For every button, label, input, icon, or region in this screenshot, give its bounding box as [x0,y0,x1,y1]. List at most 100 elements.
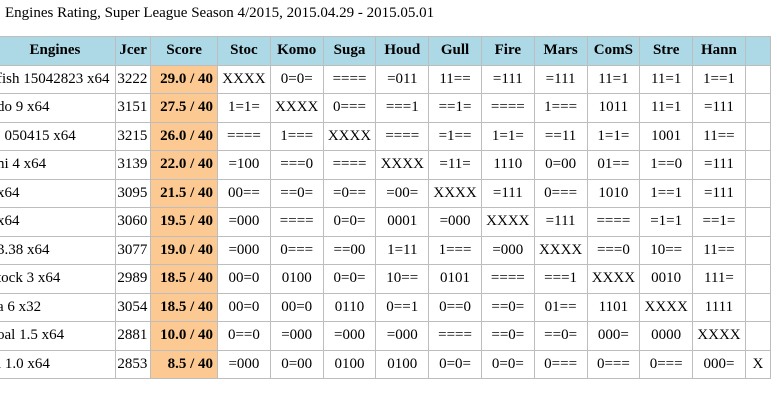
column-header: Fire [480,36,535,66]
result-cell: =111 [533,64,588,94]
result-cell [744,235,772,265]
result-cell: ===0 [586,235,641,265]
result-cell: =0== [322,178,377,208]
column-header [744,36,772,66]
result-cell: 0=== [533,349,588,379]
column-header: Engines [0,36,116,66]
result-cell: 0100 [269,264,324,294]
column-header: Stoc [217,36,271,66]
result-cell: 00=0 [217,264,271,294]
result-cell: 1111 [692,292,746,322]
result-cell: ==1= [428,93,482,123]
result-cell: =000 [480,235,535,265]
table-row: 3.38 x64 3077 19.0 / 40 =000 0=== ==00 1=11 1==… [0,235,772,265]
rating-table: Engines Jcer Score Stoc Komo Suga Houd Gull Fire… [0,36,772,379]
score-cell: 19.0 / 40 [150,235,219,265]
result-cell: =000 [217,349,271,379]
result-cell [744,150,772,180]
result-cell: =100 [217,150,271,180]
result-cell: 0110 [322,292,377,322]
column-header: Jcer [114,36,152,66]
result-cell: =000 [217,207,271,237]
result-cell: =111 [480,64,535,94]
score-cell: 18.5 / 40 [150,264,219,294]
jcer-rating: 3095 [114,178,152,208]
result-cell: 111= [692,264,746,294]
result-cell: 1=1= [480,121,535,151]
table-row: i 1.0 x64 2853 8.5 / 40 =000 0=00 0100 0100 0=0… [0,349,772,379]
result-cell: 0==1 [375,292,430,322]
score-cell: 8.5 / 40 [150,349,219,379]
result-cell: ==1= [692,207,746,237]
column-header: Houd [375,36,430,66]
result-cell: 0=0= [269,64,324,94]
result-cell: =000 [428,207,482,237]
result-cell: =000 [322,321,377,351]
result-cell: 11== [692,235,746,265]
result-cell: XXXX [586,264,641,294]
score-cell: 21.5 / 40 [150,178,219,208]
result-cell: 11=1 [639,64,694,94]
score-cell: 10.0 / 40 [150,321,219,351]
result-cell: XXXX [217,64,271,94]
result-cell: 00=0 [269,292,324,322]
engine-name: a 6 x32 [0,292,116,322]
result-cell: 0=== [322,93,377,123]
result-cell: ==== [480,264,535,294]
jcer-rating: 3222 [114,64,152,94]
result-cell: XXXX [692,321,746,351]
page-title: Engines Rating, Super League Season 4/20… [5,5,435,21]
jcer-rating: 3151 [114,93,152,123]
result-cell: ===0 [269,150,324,180]
result-cell [744,93,772,123]
engine-name: x64 [0,178,116,208]
column-header: Gull [428,36,482,66]
result-cell: =000 [375,321,430,351]
result-cell: 1=== [428,235,482,265]
result-cell: =000 [217,235,271,265]
jcer-rating: 3139 [114,150,152,180]
result-cell: ==== [480,93,535,123]
engine-name: i 1.0 x64 [0,349,116,379]
result-cell: X [744,349,772,379]
result-cell: ===1 [533,264,588,294]
jcer-rating: 3077 [114,235,152,265]
result-cell: ==0= [480,321,535,351]
jcer-rating: 3060 [114,207,152,237]
table-row: oal 1.5 x64 2881 10.0 / 40 0==0 =000 =000 =000… [0,321,772,351]
result-cell: 11=1 [639,93,694,123]
result-cell: =111 [533,207,588,237]
result-cell: 0=00 [269,349,324,379]
result-cell: ==== [375,121,430,151]
result-cell: ==== [217,121,271,151]
result-cell: XXXX [322,121,377,151]
result-cell: 000= [692,349,746,379]
column-header: Suga [322,36,377,66]
jcer-rating: 3215 [114,121,152,151]
jcer-rating: 3054 [114,292,152,322]
result-cell: 01== [586,150,641,180]
engine-name: tock 3 x64 [0,264,116,294]
result-cell: 0=00 [533,150,588,180]
result-cell [744,264,772,294]
result-cell: 1001 [639,121,694,151]
engine-name: fish 15042823 x64 [0,64,116,94]
column-header: Komo [269,36,324,66]
result-cell: 11=1 [586,64,641,94]
engine-name: do 9 x64 [0,93,116,123]
result-cell: XXXX [375,150,430,180]
result-cell: XXXX [428,178,482,208]
result-cell: =000 [269,321,324,351]
table-header: Engines Jcer Score Stoc Komo Suga Houd Gull Fire… [0,36,772,66]
table-row: a 6 x32 3054 18.5 / 40 00=0 00=0 0110 0==1 0==0… [0,292,772,322]
result-cell: XXXX [639,292,694,322]
score-cell: 19.5 / 40 [150,207,219,237]
result-cell: =111 [480,178,535,208]
result-cell: =11= [428,150,482,180]
result-cell: 00=0 [217,292,271,322]
result-cell: =00= [375,178,430,208]
engine-name: x64 [0,207,116,237]
result-cell: =111 [692,178,746,208]
result-cell: 0=== [533,178,588,208]
result-cell: 10== [375,264,430,294]
